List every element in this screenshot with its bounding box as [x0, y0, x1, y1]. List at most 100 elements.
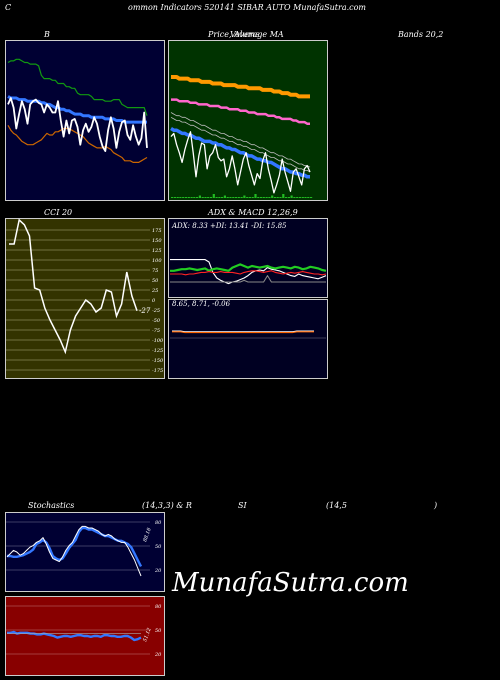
price-series-ma_orange	[171, 75, 310, 99]
volume-bar	[268, 197, 271, 198]
volume-bar	[276, 197, 279, 198]
volume-bar	[234, 197, 238, 198]
volume-bar	[251, 197, 254, 198]
stoch-series-%D	[6, 525, 142, 577]
volume-bar	[179, 197, 182, 198]
volume-bar	[182, 197, 185, 198]
volume-bar	[287, 197, 290, 198]
macd-label: 8.65, 8.71, -0.06	[172, 300, 231, 308]
bollinger-chart	[5, 40, 165, 201]
volume-bar	[257, 197, 260, 198]
bb-series-lower	[7, 125, 148, 164]
volume-bar	[196, 197, 199, 198]
stoch-title-d: (14,5	[326, 501, 347, 510]
volume-bar	[254, 194, 257, 198]
cci-tick-label: -150	[152, 358, 164, 364]
adx-label: ADX: 8.33 +DI: 13.41 -DI: 15.85	[171, 222, 287, 230]
volume-bar	[243, 195, 246, 198]
adx-series--di	[170, 270, 327, 276]
adx-series-+di	[170, 263, 327, 272]
volume-bar	[271, 195, 274, 198]
rsi-chart: 80 50 20 51.12	[5, 596, 165, 676]
volume-bar	[279, 197, 282, 198]
cci-tick-label: 100	[152, 258, 162, 264]
stoch-title-a: Stochastics	[28, 501, 75, 510]
cci-tick-label: -125	[152, 348, 163, 354]
volume-bar	[184, 197, 188, 198]
rsi-tick-label: 50	[155, 628, 162, 634]
volume-bar	[240, 197, 243, 198]
volume-bar	[193, 197, 196, 198]
volume-bar	[201, 197, 204, 198]
cci-tick-label: 125	[152, 248, 162, 254]
cci-tick-label: 25	[151, 288, 158, 294]
price-ma-chart	[168, 40, 328, 201]
volume-bar	[171, 197, 174, 198]
cci-tick-label: 150	[152, 238, 162, 244]
price-series-ma_blue	[170, 127, 310, 179]
cci-tick-label: 75	[152, 268, 158, 274]
cci-tick-label: 50	[152, 278, 159, 284]
price-series-ma_pink	[171, 98, 310, 125]
adx-series-gray	[170, 275, 326, 283]
volume-bar	[215, 197, 218, 198]
adx-series-adx	[170, 259, 327, 285]
volume-bar	[176, 197, 179, 198]
volume-bar	[304, 197, 307, 198]
macd-chart: 8.65, 8.71, -0.06	[168, 299, 328, 379]
volume-bar	[301, 197, 304, 198]
price-title-b: Volume	[230, 30, 260, 39]
cci-tick-label: -25	[152, 308, 160, 314]
cci-last-label: -27	[139, 307, 151, 315]
stochastics-chart: 80 50 20 88.18	[5, 512, 165, 592]
bb-title: B	[44, 30, 50, 39]
volume-bar	[218, 197, 221, 198]
header-title: ommon Indicators 520141 SIBAR AUTO Munaf…	[128, 3, 367, 12]
volume-bar	[190, 197, 193, 198]
rsi-tick-label: 80	[155, 604, 162, 610]
header-c: C	[5, 3, 12, 12]
cci-chart: 175 150 125 100 75 50 25 0 -25 -50 -75 -100 -125 -150…	[5, 218, 165, 379]
panel-background	[5, 40, 165, 201]
bb-series-close	[7, 97, 148, 152]
rsi-last-label: 51.12	[142, 627, 153, 643]
volume-bar	[229, 197, 232, 198]
volume-bar	[207, 197, 210, 198]
cci-line	[9, 218, 138, 355]
ma-gray-line-b	[170, 116, 311, 173]
panel-background	[168, 218, 328, 298]
volume-bar	[265, 197, 268, 198]
volume-bar	[223, 195, 226, 198]
panel-background	[5, 512, 165, 592]
volume-bar	[290, 195, 293, 198]
cci-tick-label: 175	[152, 228, 162, 234]
price-title-a: Price,	[208, 30, 232, 39]
volume-bar	[285, 197, 288, 198]
adx-macd-title: ADX & MACD 12,26,9	[208, 208, 298, 217]
stoch-title-c: SI	[238, 501, 247, 510]
stoch-tick-label: 50	[155, 544, 162, 550]
volume-bar	[204, 197, 207, 198]
macd-series-macd	[172, 330, 314, 333]
price-series-price	[170, 131, 311, 194]
cci-tick-label: 0	[152, 298, 156, 304]
panel-background	[168, 299, 328, 379]
stoch-title-e: )	[434, 501, 438, 510]
volume-bar	[173, 197, 176, 198]
ma-gray-line-a	[170, 112, 311, 168]
stoch-tick-label: 20	[154, 568, 162, 574]
volume-bar	[260, 197, 263, 198]
volume-bar	[282, 194, 285, 198]
volume-bar	[248, 197, 251, 198]
volume-bar	[296, 197, 299, 198]
volume-bar	[273, 197, 277, 198]
volume-bar	[262, 197, 265, 198]
volume-bar	[246, 197, 249, 198]
volume-bar	[187, 197, 190, 198]
volume-bar	[310, 197, 313, 198]
stoch-tick-label: 80	[155, 520, 162, 526]
bb-series-upper	[7, 58, 148, 116]
volume-bar	[307, 197, 310, 198]
cci-tick-label: -100	[152, 338, 164, 344]
cci-title: CCI 20	[44, 208, 73, 217]
